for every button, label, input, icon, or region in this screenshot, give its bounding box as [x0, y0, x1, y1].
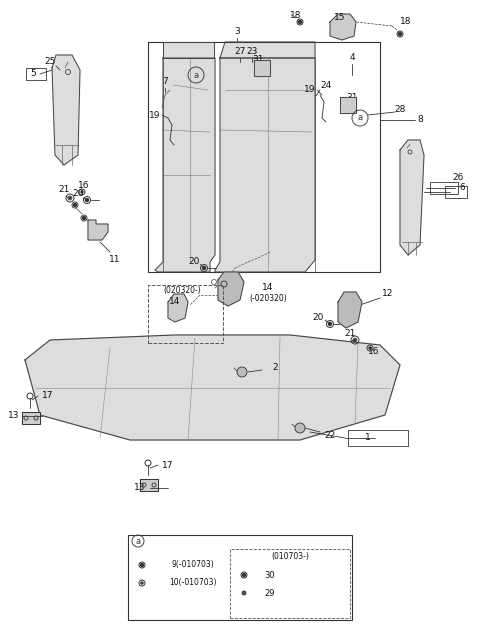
- Polygon shape: [338, 292, 362, 328]
- Polygon shape: [140, 479, 158, 491]
- Text: 31: 31: [252, 56, 264, 64]
- Text: a: a: [358, 113, 362, 123]
- Bar: [148, 285, 223, 343]
- Circle shape: [81, 191, 83, 193]
- Circle shape: [369, 347, 371, 349]
- Text: 27: 27: [234, 48, 246, 56]
- Text: 18: 18: [290, 11, 302, 19]
- Circle shape: [141, 563, 144, 567]
- Text: 21: 21: [58, 185, 70, 195]
- Polygon shape: [52, 55, 80, 165]
- Text: 5: 5: [30, 69, 36, 78]
- Text: 25: 25: [44, 58, 56, 66]
- Polygon shape: [400, 140, 424, 255]
- Polygon shape: [22, 412, 40, 424]
- Bar: [430, 182, 458, 194]
- Text: 13: 13: [8, 411, 20, 421]
- Text: 20: 20: [312, 314, 324, 322]
- Text: 13: 13: [134, 483, 146, 493]
- Text: 10(-010703): 10(-010703): [169, 578, 217, 587]
- Text: 20: 20: [72, 188, 84, 197]
- Circle shape: [299, 21, 301, 24]
- Text: (010703-): (010703-): [271, 553, 309, 562]
- Polygon shape: [155, 58, 215, 272]
- Bar: [26, 68, 46, 80]
- Text: 28: 28: [394, 106, 406, 115]
- Polygon shape: [88, 220, 108, 240]
- Text: 29: 29: [265, 588, 275, 597]
- Polygon shape: [163, 42, 214, 58]
- Text: 11: 11: [109, 255, 121, 265]
- Circle shape: [83, 217, 85, 220]
- Text: 22: 22: [324, 431, 336, 441]
- Text: (020320-): (020320-): [163, 285, 201, 294]
- Bar: [348, 430, 408, 446]
- Text: 31: 31: [346, 93, 358, 101]
- Text: 17: 17: [162, 461, 174, 470]
- Text: 26: 26: [452, 173, 464, 183]
- Text: 6: 6: [459, 183, 465, 193]
- Text: 4: 4: [349, 53, 355, 63]
- Circle shape: [85, 198, 88, 202]
- Text: 2: 2: [272, 364, 278, 372]
- Circle shape: [398, 33, 401, 36]
- Text: 16: 16: [368, 347, 380, 356]
- Text: 1: 1: [365, 433, 371, 443]
- Bar: [445, 186, 467, 198]
- Text: 8: 8: [417, 116, 423, 125]
- Polygon shape: [215, 58, 315, 272]
- Text: (-020320): (-020320): [249, 294, 287, 302]
- Text: 24: 24: [320, 81, 332, 90]
- Polygon shape: [330, 14, 356, 40]
- Polygon shape: [254, 60, 270, 76]
- Circle shape: [354, 339, 356, 341]
- Circle shape: [141, 582, 143, 584]
- Text: a: a: [193, 71, 199, 80]
- Polygon shape: [25, 335, 400, 440]
- Text: 18: 18: [400, 18, 412, 26]
- Circle shape: [242, 591, 246, 595]
- Text: 20: 20: [188, 257, 200, 267]
- Circle shape: [242, 573, 245, 577]
- Polygon shape: [218, 272, 244, 306]
- Text: 12: 12: [382, 289, 394, 299]
- Text: 15: 15: [334, 14, 346, 23]
- Text: 7: 7: [162, 78, 168, 86]
- Text: 9(-010703): 9(-010703): [172, 560, 215, 570]
- Bar: [128, 535, 352, 620]
- Circle shape: [203, 267, 205, 270]
- Circle shape: [328, 322, 332, 326]
- Text: 17: 17: [42, 391, 54, 401]
- Circle shape: [69, 197, 71, 199]
- Polygon shape: [220, 42, 315, 58]
- Circle shape: [295, 423, 305, 433]
- Circle shape: [237, 367, 247, 377]
- Polygon shape: [168, 294, 188, 322]
- Text: 14: 14: [169, 297, 180, 307]
- Text: 16: 16: [78, 180, 90, 190]
- Text: 3: 3: [234, 28, 240, 36]
- Bar: [230, 549, 350, 618]
- Text: 19: 19: [304, 86, 316, 95]
- Bar: [148, 42, 380, 272]
- Text: 23: 23: [246, 48, 258, 56]
- Text: a: a: [135, 536, 141, 545]
- Text: 21: 21: [344, 329, 356, 339]
- Text: 19: 19: [149, 111, 161, 120]
- Polygon shape: [340, 97, 356, 113]
- Text: 30: 30: [264, 570, 276, 580]
- Text: 14: 14: [262, 284, 274, 292]
- Circle shape: [73, 203, 76, 207]
